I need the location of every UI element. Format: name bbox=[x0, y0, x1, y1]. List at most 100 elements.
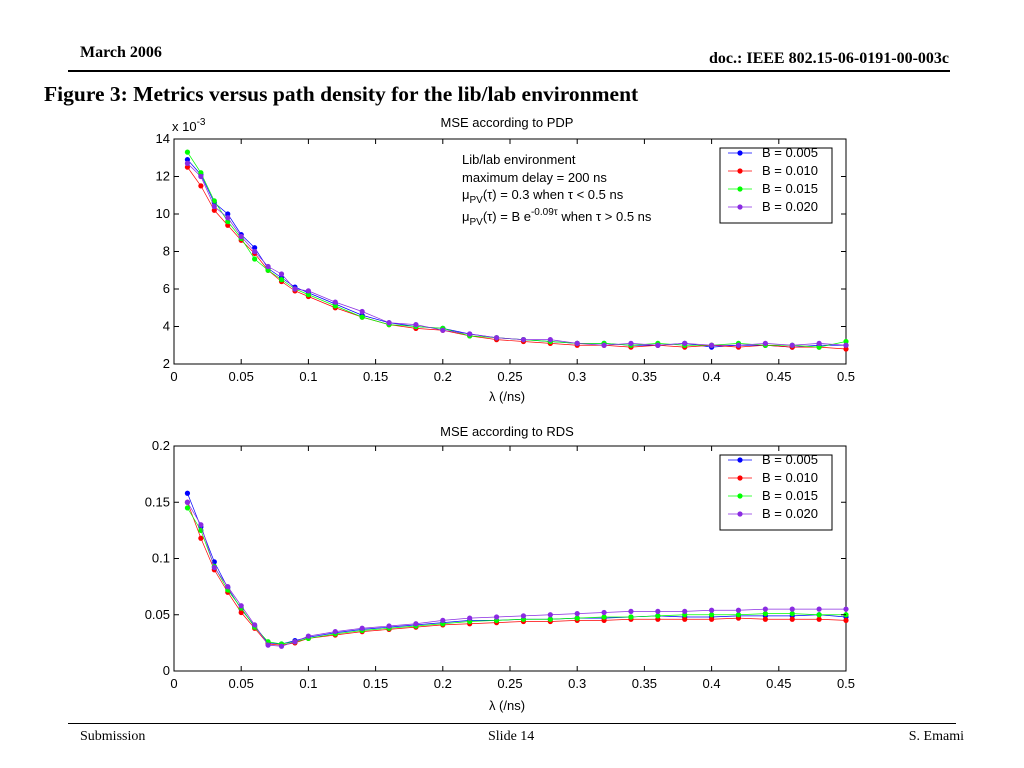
y-ticks: 2 4 6 8 10 12 14 bbox=[156, 131, 846, 371]
data-point bbox=[843, 338, 849, 345]
data-point bbox=[278, 271, 285, 277]
data-point bbox=[601, 609, 607, 616]
data-point bbox=[816, 340, 822, 346]
data-point bbox=[574, 611, 580, 617]
x-tick-label: 0.3 bbox=[568, 369, 586, 384]
data-point bbox=[265, 642, 271, 648]
legend-box bbox=[719, 454, 833, 531]
legend-box bbox=[719, 147, 833, 224]
axis-multiplier: x 10-3 bbox=[172, 117, 206, 134]
legend-label: B = 0.020 bbox=[762, 199, 818, 214]
chart-pdp: MSE according to PDP x 10-3 0 0.05 0.1 0.15… bbox=[156, 115, 856, 404]
x-tick-label: 0.05 bbox=[229, 676, 254, 691]
y-tick-label: 8 bbox=[163, 244, 170, 259]
x-tick-label: 0.5 bbox=[837, 369, 855, 384]
data-point bbox=[184, 149, 191, 155]
data-point bbox=[789, 342, 795, 348]
legend-marker bbox=[737, 511, 743, 517]
data-point bbox=[184, 505, 191, 511]
y-tick-label: 0.15 bbox=[145, 494, 170, 509]
data-point bbox=[265, 267, 271, 273]
data-point bbox=[184, 164, 191, 170]
legend-label: B = 0.020 bbox=[762, 506, 818, 521]
x-tick-label: 0.35 bbox=[632, 676, 657, 691]
data-point bbox=[211, 564, 217, 571]
data-point bbox=[211, 203, 217, 210]
data-point bbox=[709, 616, 715, 622]
data-point bbox=[547, 337, 553, 343]
data-point bbox=[843, 617, 849, 623]
y-tick-label: 12 bbox=[156, 169, 170, 184]
legend-marker bbox=[737, 150, 743, 156]
x-tick-label: 0.15 bbox=[363, 369, 388, 384]
data-point bbox=[359, 308, 365, 315]
data-point bbox=[816, 344, 822, 350]
data-point bbox=[467, 615, 473, 621]
header-date: March 2006 bbox=[80, 44, 162, 61]
data-point bbox=[709, 607, 715, 613]
data-point bbox=[682, 608, 688, 614]
x-tick-label: 0.4 bbox=[703, 676, 721, 691]
data-point bbox=[547, 612, 553, 618]
data-point bbox=[735, 612, 742, 618]
annotation-line-3: μPV(τ) = 0.3 when τ < 0.5 ns bbox=[462, 187, 624, 206]
y-tick-label: 6 bbox=[163, 281, 170, 296]
data-point bbox=[292, 639, 298, 645]
x-tick-label: 0.2 bbox=[434, 369, 452, 384]
data-point bbox=[467, 331, 473, 337]
data-point bbox=[789, 611, 795, 617]
data-point bbox=[198, 173, 204, 180]
data-point bbox=[682, 340, 688, 346]
data-point bbox=[332, 299, 338, 305]
x-tick-label: 0.4 bbox=[703, 369, 721, 384]
y-tick-label: 14 bbox=[156, 131, 170, 146]
data-point bbox=[601, 614, 607, 620]
annotation-line-2: maximum delay = 200 ns bbox=[462, 170, 607, 185]
x-tick-label: 0.35 bbox=[632, 369, 657, 384]
data-point bbox=[816, 616, 822, 622]
data-point bbox=[332, 629, 338, 635]
x-tick-label: 0.5 bbox=[837, 676, 855, 691]
data-point bbox=[843, 606, 849, 612]
footer-submission: Submission bbox=[80, 729, 146, 744]
data-point bbox=[225, 222, 231, 228]
data-point bbox=[252, 245, 258, 251]
data-point bbox=[184, 157, 191, 163]
data-point bbox=[238, 609, 244, 616]
y-tick-label: 4 bbox=[163, 319, 170, 334]
data-point bbox=[386, 623, 392, 629]
data-point bbox=[574, 340, 580, 346]
x-tick-label: 0.15 bbox=[363, 676, 388, 691]
y-tick-label: 2 bbox=[163, 356, 170, 371]
data-point bbox=[198, 522, 204, 528]
x-ticks: 0 0.05 0.1 0.15 0.2 0.25 0.3 0.35 0.4 0.45 0.5 bbox=[170, 446, 855, 691]
chart-title: MSE according to PDP bbox=[441, 115, 574, 130]
chart-rds: MSE according to RDS 0 0.05 0.1 0.15 0.2 0.25… bbox=[145, 424, 855, 713]
data-point bbox=[520, 337, 527, 343]
data-point bbox=[386, 320, 392, 326]
annotation-line-4: μPV(τ) = B e-0.09τ when τ > 0.5 ns bbox=[462, 207, 652, 228]
legend-label: B = 0.005 bbox=[762, 452, 818, 467]
x-tick-label: 0.2 bbox=[434, 676, 452, 691]
data-point bbox=[252, 622, 258, 628]
legend-label: B = 0.010 bbox=[762, 163, 818, 178]
annotation: Lib/lab environment maximum delay = 200 … bbox=[462, 152, 652, 228]
data-point bbox=[735, 342, 742, 348]
header-divider bbox=[68, 70, 950, 72]
data-point bbox=[843, 342, 849, 348]
footer-divider bbox=[68, 723, 956, 724]
data-point bbox=[816, 612, 822, 618]
series-line bbox=[187, 163, 847, 346]
legend-marker bbox=[737, 457, 743, 463]
data-point bbox=[238, 233, 244, 240]
data-point bbox=[628, 614, 634, 620]
legend: B = 0.005 B = 0.010 B = 0.015 B = 0.020 bbox=[719, 452, 833, 531]
data-point bbox=[601, 342, 607, 348]
x-tick-label: 0.45 bbox=[766, 676, 791, 691]
data-point bbox=[211, 198, 217, 204]
legend-label: B = 0.010 bbox=[762, 470, 818, 485]
annotation-line-1: Lib/lab environment bbox=[462, 152, 576, 167]
data-point bbox=[682, 616, 688, 622]
legend-label: B = 0.005 bbox=[762, 145, 818, 160]
